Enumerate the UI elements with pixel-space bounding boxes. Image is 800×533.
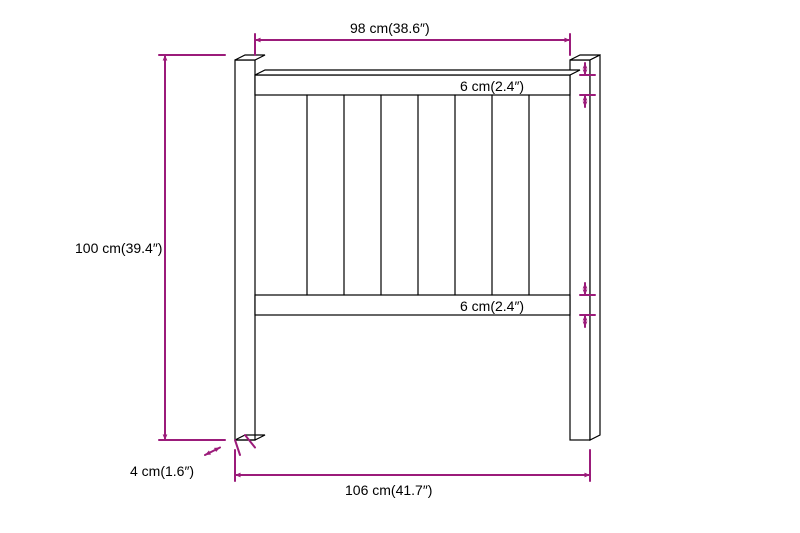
dim-rail-top-label: 6 cm(2.4″) [460, 78, 524, 94]
dim-bottom-width-label: 106 cm(41.7″) [345, 482, 432, 498]
dim-height-label: 100 cm(39.4″) [75, 240, 162, 256]
dim-depth-label: 4 cm(1.6″) [130, 463, 194, 479]
dim-rail-bottom-label: 6 cm(2.4″) [460, 298, 524, 314]
diagram-container: 98 cm(38.6″) 6 cm(2.4″) 6 cm(2.4″) 100 c… [0, 0, 800, 533]
drawing-svg [0, 0, 800, 533]
dim-top-width-label: 98 cm(38.6″) [350, 20, 430, 36]
